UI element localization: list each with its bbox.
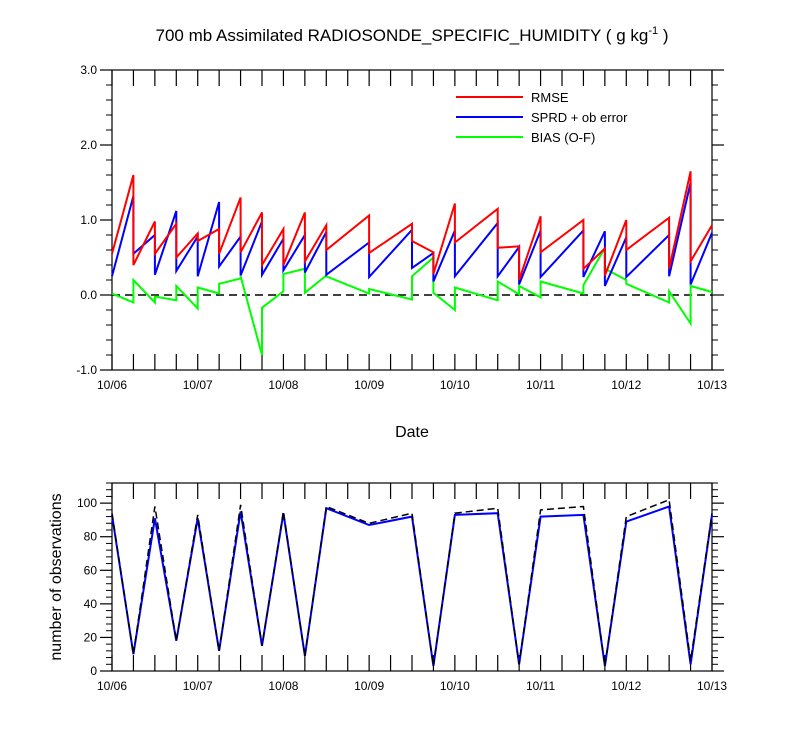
- legend-label: SPRD + ob error: [531, 110, 628, 125]
- x-tick-label: 10/10: [440, 679, 470, 693]
- x-tick-label: 10/06: [97, 679, 127, 693]
- x-tick-label: 10/13: [697, 378, 727, 392]
- y-tick-label: 2.0: [80, 138, 97, 152]
- x-tick-label: 10/08: [268, 378, 298, 392]
- series-line: [111, 171, 713, 281]
- y-tick-label: 100: [77, 496, 97, 510]
- series-line: [111, 505, 713, 667]
- x-tick-label: 10/11: [526, 679, 555, 693]
- y-tick-label: 1.0: [80, 213, 97, 227]
- x-tick-label: 10/07: [183, 378, 213, 392]
- y-tick-label: 40: [84, 597, 98, 611]
- y-tick-label: 0.0: [80, 288, 97, 302]
- x-tick-label: 10/08: [268, 679, 298, 693]
- chart-title: 700 mb Assimilated RADIOSONDE_SPECIFIC_H…: [156, 25, 669, 45]
- top-plot: 10/06 10/07 10/08 10/09 10/10 10/11 10/12 10/13…: [76, 63, 727, 392]
- x-tick-label: 10/06: [97, 378, 127, 392]
- bottom-plot: 10/06 10/07 10/08 10/09 10/10 10/11 10/12 10/13…: [77, 482, 727, 693]
- x-tick-label: 10/12: [611, 679, 641, 693]
- plot-frame: [111, 482, 713, 672]
- series-line: [111, 498, 713, 667]
- x-tick-label: 10/11: [526, 378, 555, 392]
- x-tick-label: 10/13: [697, 679, 727, 693]
- x-tick-label: 10/07: [183, 679, 213, 693]
- y-tick-label: 20: [84, 630, 98, 644]
- top-x-axis-title: Date: [395, 424, 429, 441]
- y-tick-label: 80: [84, 530, 98, 544]
- x-tick-label: 10/09: [354, 378, 384, 392]
- bottom-y-axis-title: number of observations: [48, 493, 65, 660]
- legend-label: RMSE: [531, 90, 569, 105]
- y-tick-label: 60: [84, 563, 98, 577]
- legend: RMSE SPRD + ob error BIAS (O-F): [456, 90, 628, 145]
- x-tick-label: 10/12: [611, 378, 641, 392]
- y-tick-label: -1.0: [76, 363, 97, 377]
- y-tick-label: 0: [90, 664, 97, 678]
- y-tick-label: 3.0: [80, 63, 97, 77]
- x-tick-label: 10/10: [440, 378, 470, 392]
- legend-label: BIAS (O-F): [531, 130, 595, 145]
- x-tick-label: 10/09: [354, 679, 384, 693]
